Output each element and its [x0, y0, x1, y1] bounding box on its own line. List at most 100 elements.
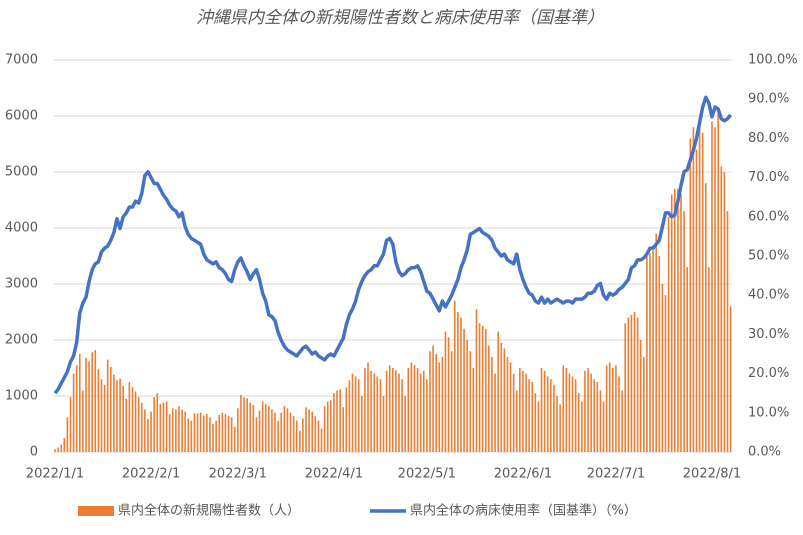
bar — [692, 127, 695, 452]
bar — [605, 365, 608, 452]
legend-label: 県内全体の病床使用率（国基準）（%） — [410, 503, 637, 519]
bar — [199, 412, 202, 452]
bar — [258, 410, 261, 452]
bar — [599, 390, 602, 452]
bar — [422, 370, 425, 452]
bar — [667, 216, 670, 452]
bar — [246, 398, 248, 452]
bar — [441, 356, 444, 452]
bar — [159, 403, 162, 452]
bar — [144, 409, 146, 452]
bar — [224, 413, 227, 452]
bar — [339, 389, 341, 452]
bar — [664, 295, 667, 452]
y2-tick-label: 0.0% — [748, 445, 781, 460]
bar — [627, 317, 630, 452]
bar — [187, 418, 190, 452]
bar — [531, 382, 534, 452]
bar — [140, 402, 143, 452]
bar — [382, 396, 385, 452]
bar — [156, 393, 159, 452]
bar — [602, 401, 605, 452]
bar — [723, 172, 726, 452]
bar — [500, 342, 503, 452]
bar — [330, 400, 332, 452]
bar — [277, 420, 279, 452]
bar — [472, 368, 475, 452]
bar — [720, 166, 723, 452]
bar — [370, 370, 372, 452]
bar — [131, 387, 134, 452]
y2-tick-label: 80.0% — [748, 131, 789, 146]
line — [53, 95, 732, 395]
y2-tick-label: 40.0% — [748, 288, 789, 303]
bar — [587, 368, 589, 452]
bar — [85, 357, 87, 452]
bar — [63, 438, 66, 452]
bar — [509, 362, 512, 452]
x-tick-label: 2022/6/1 — [494, 467, 552, 482]
bar — [82, 390, 84, 452]
bar — [271, 409, 273, 452]
bar — [233, 426, 236, 452]
x-tick-label: 2022/4/1 — [305, 467, 363, 482]
bar — [196, 413, 199, 452]
bar — [326, 401, 329, 452]
x-tick-label: 2022/2/1 — [122, 467, 180, 482]
bar — [78, 354, 81, 452]
chart-title: 沖縄県内全体の新規陽性者数と病床使用率（国基準） — [196, 8, 604, 28]
bar — [72, 373, 75, 452]
bar — [351, 373, 354, 452]
bar — [704, 183, 707, 452]
bar — [426, 379, 428, 452]
bar — [289, 412, 292, 452]
bar — [655, 233, 658, 452]
bar — [457, 312, 459, 452]
x-tick-label: 2022/5/1 — [398, 467, 456, 482]
y2-tick-label: 60.0% — [748, 209, 789, 224]
bar — [60, 444, 62, 452]
bar — [178, 406, 180, 452]
bar — [522, 370, 524, 452]
bar — [320, 428, 323, 452]
bar — [227, 416, 230, 452]
bar — [416, 368, 419, 452]
bar — [100, 379, 103, 452]
bar — [385, 370, 388, 452]
bar — [453, 300, 456, 452]
y2-tick-label: 30.0% — [748, 327, 789, 342]
bar — [274, 412, 276, 452]
bar — [698, 116, 701, 452]
bar — [69, 397, 72, 452]
bar — [345, 387, 348, 452]
bar — [639, 340, 642, 452]
bar — [395, 370, 397, 452]
bar — [407, 368, 410, 452]
y-tick-label: 2000 — [5, 333, 38, 348]
bar — [103, 384, 106, 452]
bar — [429, 351, 431, 452]
bar — [695, 149, 698, 452]
bar — [361, 396, 363, 452]
bar — [689, 138, 692, 452]
bar — [497, 331, 499, 452]
bar — [94, 350, 97, 452]
bar — [540, 368, 543, 452]
bar — [333, 393, 335, 452]
bar — [128, 382, 131, 452]
bar — [364, 368, 366, 452]
bar — [116, 380, 118, 452]
bar — [711, 121, 713, 452]
bar — [577, 393, 580, 452]
bar — [534, 393, 537, 452]
bar — [181, 409, 183, 452]
bar — [202, 415, 205, 452]
bar — [680, 194, 682, 452]
bar — [106, 359, 109, 452]
bar — [299, 430, 301, 452]
legend-label: 県内全体の新規陽性者数（人） — [118, 503, 300, 519]
bar — [565, 368, 568, 452]
x-tick-label: 2022/7/1 — [587, 467, 645, 482]
bar — [404, 396, 406, 452]
bar — [261, 401, 264, 452]
